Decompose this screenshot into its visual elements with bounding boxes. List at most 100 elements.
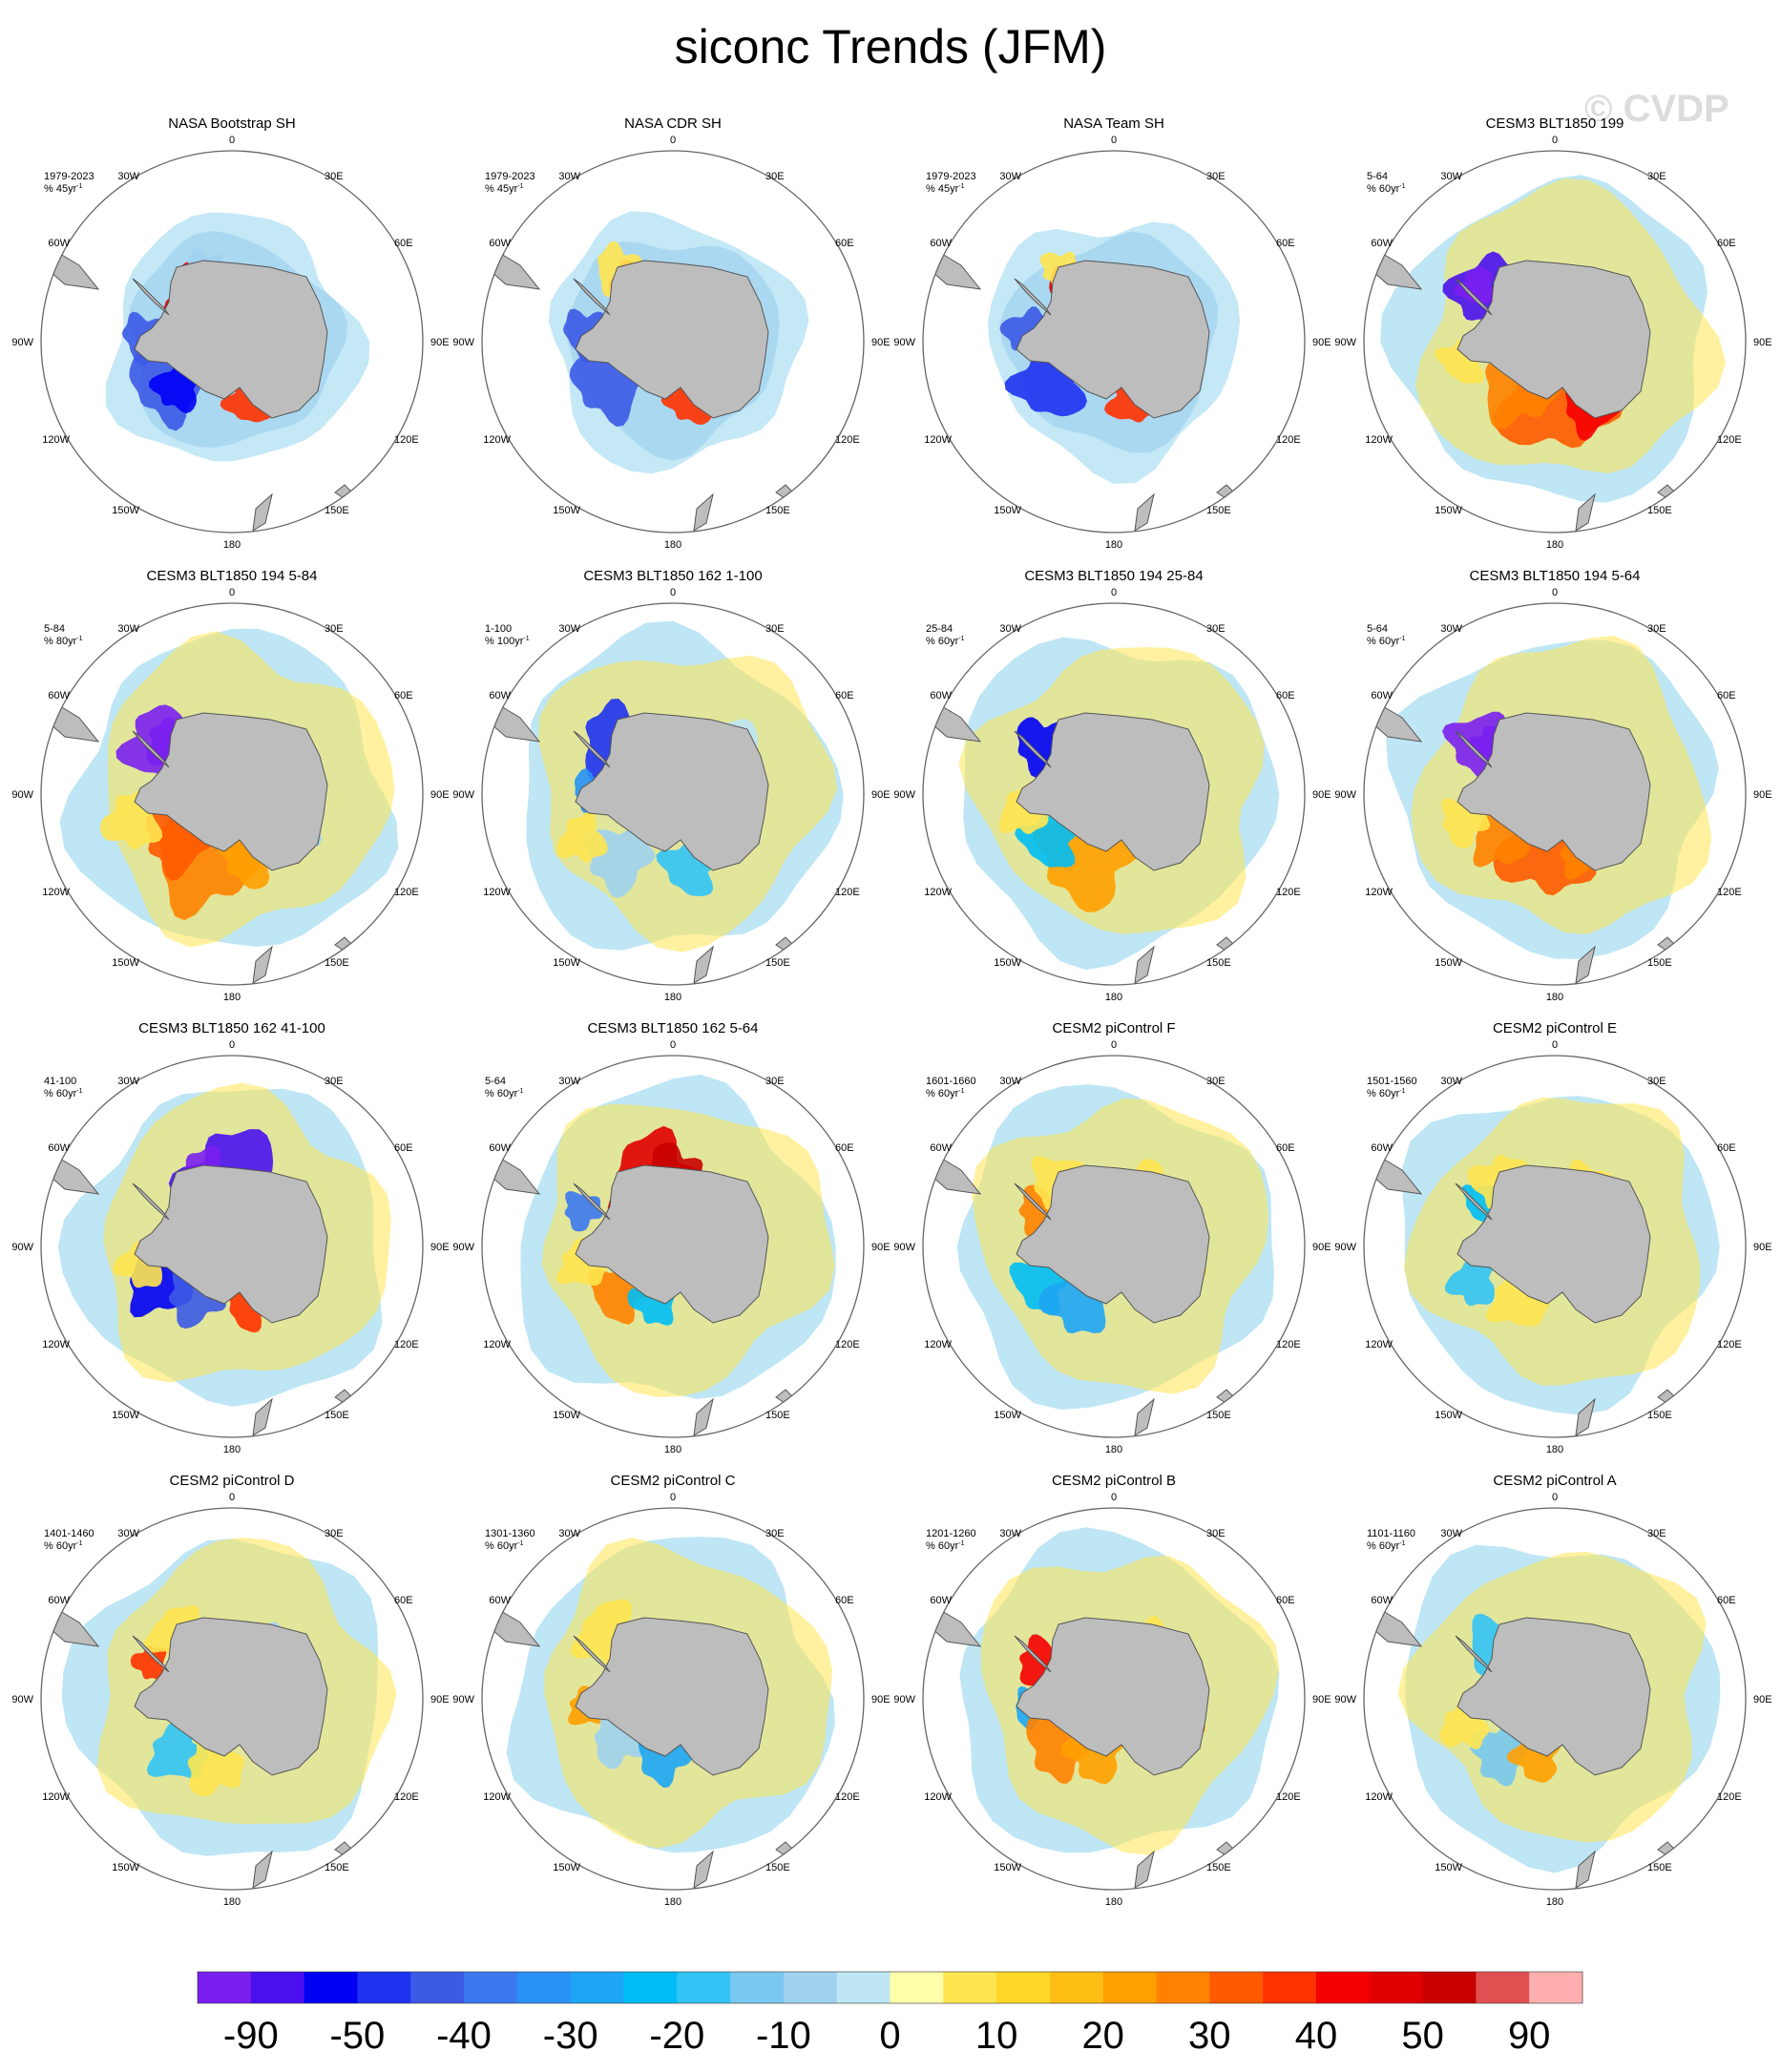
longitude-label: 60E xyxy=(835,690,854,701)
longitude-label: 60E xyxy=(1717,690,1736,701)
new-zealand-land xyxy=(1575,492,1596,532)
longitude-label: 60E xyxy=(1276,1595,1295,1606)
longitude-label: 30W xyxy=(117,1528,139,1539)
panel-period: 5-84 xyxy=(44,623,65,635)
longitude-label: 150E xyxy=(1206,957,1231,969)
longitude-label: 0 xyxy=(1552,1492,1558,1503)
map-border xyxy=(922,150,1306,534)
panel-title: CESM3 BLT1850 194 5-84 xyxy=(147,568,318,584)
longitude-label: 150E xyxy=(325,957,349,969)
panel-period: 1301-1360 xyxy=(485,1528,535,1539)
colorbar-swatch xyxy=(516,1972,572,2003)
longitude-label: 120W xyxy=(924,434,952,446)
longitude-label: 90E xyxy=(1312,789,1331,801)
longitude-label: 180 xyxy=(223,1444,241,1455)
longitude-label: 90W xyxy=(1334,789,1356,801)
map-border xyxy=(1363,1055,1747,1438)
longitude-label: 120W xyxy=(483,887,511,898)
map-border xyxy=(40,1507,424,1891)
antarctic-peninsula xyxy=(132,730,170,768)
antarctica-landmass xyxy=(134,1617,328,1776)
longitude-label: 120E xyxy=(1276,434,1301,446)
longitude-label: 180 xyxy=(1105,539,1122,551)
longitude-label: 90E xyxy=(430,337,450,348)
longitude-label: 30E xyxy=(325,1528,344,1539)
colorbar-label: -40 xyxy=(436,2015,492,2057)
colorbar-label: -20 xyxy=(649,2015,704,2057)
longitude-label: 0 xyxy=(229,1492,235,1503)
panel-title: NASA Team SH xyxy=(1063,115,1164,132)
colorbar-label: -50 xyxy=(329,2015,385,2057)
longitude-label: 90W xyxy=(452,337,474,348)
longitude-label: 150W xyxy=(112,957,139,969)
panel-title: CESM2 piControl B xyxy=(1052,1473,1176,1489)
map-border xyxy=(40,1055,424,1438)
longitude-label: 150W xyxy=(994,1410,1021,1421)
longitude-label: 30W xyxy=(1440,623,1462,635)
longitude-label: 30E xyxy=(325,171,344,182)
longitude-label: 60E xyxy=(835,1595,854,1606)
panel-units-exponent: -1 xyxy=(958,1540,964,1547)
longitude-label: 120E xyxy=(1276,1791,1301,1803)
panel-period: 1979-2023 xyxy=(926,171,976,182)
antarctica-landmass xyxy=(1016,712,1210,871)
colorbar-swatch xyxy=(570,1972,624,2003)
longitude-label: 180 xyxy=(664,992,681,1003)
trend-patch xyxy=(130,1645,167,1681)
antarctica-landmass xyxy=(134,260,328,419)
longitude-label: 120W xyxy=(42,434,70,446)
antarctic-peninsula xyxy=(1014,278,1052,316)
panel-period: 41-100 xyxy=(44,1076,76,1087)
map-border xyxy=(481,150,865,534)
colorbar-label: 90 xyxy=(1508,2015,1551,2057)
panel-units: % 45yr-1 xyxy=(926,183,965,195)
map-panel: NASA CDR SH 1979-2023% 45yr-1 0 180 30W 30E 60… xyxy=(452,115,890,551)
panel-title: CESM3 BLT1850 194 25-84 xyxy=(1024,568,1203,584)
antarctic-peninsula xyxy=(573,1635,611,1673)
longitude-label: 0 xyxy=(229,1039,235,1051)
longitude-label: 150W xyxy=(994,505,1021,516)
colorbar-swatch xyxy=(677,1972,731,2003)
new-zealand-land xyxy=(1134,492,1155,532)
longitude-label: 120W xyxy=(483,1339,511,1350)
longitude-label: 120W xyxy=(42,887,70,898)
colorbar-swatch xyxy=(1102,1972,1158,2003)
colorbar-label: 50 xyxy=(1401,2015,1444,2057)
new-zealand-land xyxy=(1134,1397,1155,1436)
longitude-label: 30E xyxy=(1647,623,1666,635)
longitude-label: 150W xyxy=(994,957,1021,969)
trend-patch xyxy=(555,1238,609,1286)
longitude-label: 90W xyxy=(893,337,915,348)
longitude-label: 180 xyxy=(223,1896,241,1908)
panel-period: 5-64 xyxy=(1367,171,1388,182)
panel-units: % 100yr-1 xyxy=(485,636,530,647)
longitude-label: 0 xyxy=(229,587,235,598)
longitude-label: 90E xyxy=(1753,789,1772,801)
longitude-label: 120W xyxy=(1365,1791,1393,1803)
longitude-label: 0 xyxy=(670,1039,676,1051)
longitude-label: 120E xyxy=(394,1791,419,1803)
antarctica-landmass xyxy=(575,1617,769,1776)
longitude-label: 120E xyxy=(835,1339,860,1350)
colorbar-label: -90 xyxy=(223,2015,279,2057)
colorbar-label: 20 xyxy=(1081,2015,1124,2057)
longitude-label: 120E xyxy=(1717,1791,1742,1803)
longitude-label: 120E xyxy=(1276,1339,1301,1350)
longitude-label: 90W xyxy=(452,789,474,801)
longitude-label: 30W xyxy=(1440,1528,1462,1539)
colorbar-frame xyxy=(197,1971,1583,2004)
longitude-label: 30E xyxy=(1647,1528,1666,1539)
longitude-label: 0 xyxy=(1552,1039,1558,1051)
longitude-label: 60E xyxy=(394,1142,413,1154)
panel-period: 1401-1460 xyxy=(44,1528,94,1539)
longitude-label: 120W xyxy=(924,887,952,898)
panel-units-exponent: -1 xyxy=(958,183,964,190)
longitude-label: 90E xyxy=(430,1242,450,1253)
longitude-label: 150W xyxy=(1435,1862,1462,1873)
longitude-label: 90E xyxy=(1753,1694,1772,1706)
colorbar-swatch xyxy=(1529,1972,1583,2003)
map-panel: CESM3 BLT1850 194 5-64 5-64% 60yr-1 0 180 30… xyxy=(1334,568,1771,1003)
longitude-label: 150E xyxy=(765,1862,790,1873)
longitude-label: 60E xyxy=(394,1595,413,1606)
longitude-label: 60E xyxy=(1717,1595,1736,1606)
